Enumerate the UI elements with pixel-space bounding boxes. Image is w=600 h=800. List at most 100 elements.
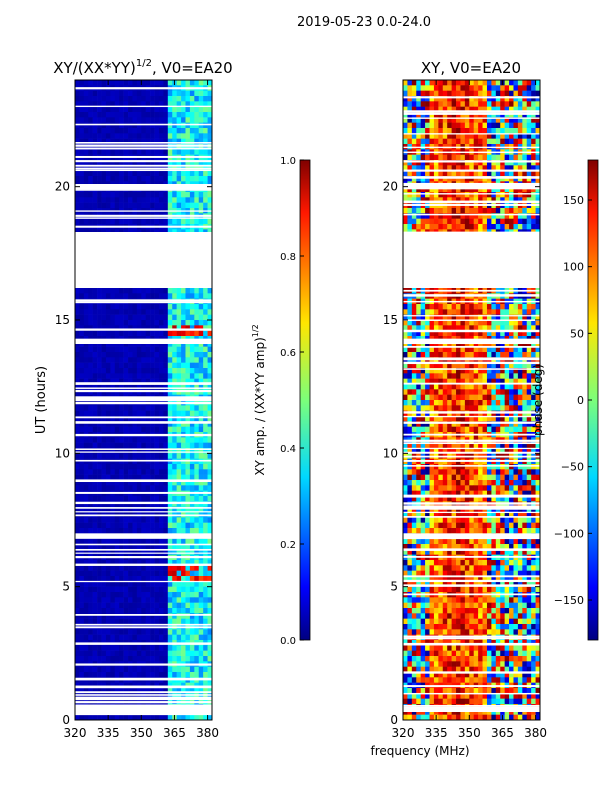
right-heat-cell — [486, 101, 492, 107]
left-heat-cell — [132, 570, 138, 577]
left-heat-cell — [136, 325, 142, 331]
left-heat-cell — [203, 309, 208, 315]
left-heat-cell — [172, 634, 177, 641]
left-heat-cell — [83, 586, 89, 593]
left-heat-cell — [88, 101, 93, 107]
left-heat-cell — [189, 80, 195, 86]
left-heat-cell — [105, 688, 111, 694]
left-heat-cell — [176, 442, 182, 449]
left-heat-cell — [172, 304, 177, 310]
left-heat-cell — [110, 613, 116, 619]
right-heat-cell — [403, 192, 408, 198]
right-heat-cell — [535, 160, 540, 166]
left-heat-cell — [79, 304, 85, 310]
left-heat-cell — [154, 672, 160, 678]
left-heat-cell — [194, 693, 200, 699]
right-heat-cell — [486, 106, 492, 113]
left-heat-cell — [194, 288, 200, 294]
right-heat-cell — [531, 165, 536, 171]
left-flag-line — [75, 451, 212, 453]
left-heat-cell — [176, 330, 182, 337]
right-heat-cell — [407, 96, 413, 102]
left-flag-line — [75, 642, 212, 645]
left-heat-cell — [163, 112, 169, 118]
left-heat-cell — [189, 586, 195, 593]
left-heat-cell — [198, 346, 204, 353]
left-heat-cell — [132, 133, 138, 139]
left-flag-line — [75, 105, 212, 108]
left-heat-cell — [172, 202, 177, 209]
right-heat-cell — [509, 208, 514, 214]
left-heat-cell — [194, 218, 200, 225]
left-heat-cell — [207, 602, 212, 609]
left-heat-cell — [176, 480, 182, 486]
left-heat-cell — [92, 96, 98, 102]
left-heat-cell — [172, 474, 177, 481]
left-xtick-label: 365 — [163, 726, 186, 740]
left-heat-cell — [176, 501, 182, 507]
left-heat-cell — [167, 576, 173, 582]
left-heat-cell — [181, 330, 186, 337]
left-heat-cell — [172, 330, 177, 337]
left-cbar-tick-label: 1.0 — [280, 156, 296, 167]
right-heat-cell — [535, 154, 540, 161]
left-heat-cell — [110, 581, 116, 587]
left-heat-cell — [79, 117, 85, 123]
left-heat-cell — [158, 314, 164, 321]
left-heat-cell — [92, 101, 98, 107]
right-heat-cell — [482, 224, 488, 230]
left-heat-cell — [105, 346, 111, 353]
left-heat-cell — [83, 693, 89, 699]
left-heat-cell — [185, 613, 191, 619]
left-heat-cell — [79, 597, 85, 603]
left-heat-cell — [123, 341, 129, 347]
left-heat-cell — [119, 682, 124, 689]
left-heat-cell — [83, 384, 89, 390]
left-heat-cell — [114, 320, 120, 326]
right-heat-cell — [425, 138, 430, 145]
left-heat-cell — [97, 613, 102, 619]
left-heat-cell — [83, 117, 89, 123]
left-flag-line — [75, 691, 212, 694]
right-heat-cell — [447, 101, 452, 107]
left-heat-cell — [119, 218, 124, 225]
left-heat-cell — [176, 138, 182, 145]
right-heat-cell — [491, 224, 497, 230]
left-heat-cell — [176, 405, 182, 411]
right-heat-cell — [420, 208, 426, 214]
left-heat-cell — [141, 448, 147, 454]
right-heat-cell — [473, 213, 479, 219]
left-heat-cell — [128, 442, 133, 449]
right-heat-cell — [469, 117, 475, 123]
left-heat-cell — [154, 149, 160, 155]
right-heat-cell — [416, 85, 421, 91]
right-heat-cell — [425, 85, 430, 91]
left-heat-cell — [194, 650, 200, 657]
left-heat-cell — [79, 309, 85, 315]
right-heat-cell — [482, 176, 488, 182]
left-heat-cell — [97, 202, 102, 209]
left-heat-cell — [119, 538, 124, 545]
left-heat-cell — [194, 341, 200, 347]
left-heat-cell — [92, 117, 98, 123]
right-heat-cell — [513, 122, 519, 129]
left-heat-cell — [136, 218, 142, 225]
left-heat-cell — [145, 522, 151, 529]
left-heat-cell — [128, 197, 133, 203]
left-heat-cell — [167, 592, 173, 598]
left-heat-cell — [185, 106, 191, 113]
left-heat-cell — [198, 144, 204, 150]
left-heat-cell — [97, 544, 102, 550]
left-heat-cell — [189, 506, 195, 513]
left-heat-cell — [97, 192, 102, 198]
left-heat-cell — [172, 645, 177, 651]
left-heat-cell — [119, 645, 124, 651]
left-heat-cell — [75, 656, 80, 662]
left-heat-cell — [136, 176, 142, 182]
left-heat-cell — [132, 634, 138, 641]
left-heat-cell — [79, 352, 85, 358]
right-heat-cell — [469, 218, 475, 225]
left-heat-cell — [181, 368, 186, 374]
left-heat-cell — [101, 672, 107, 678]
left-heat-cell — [141, 160, 147, 166]
